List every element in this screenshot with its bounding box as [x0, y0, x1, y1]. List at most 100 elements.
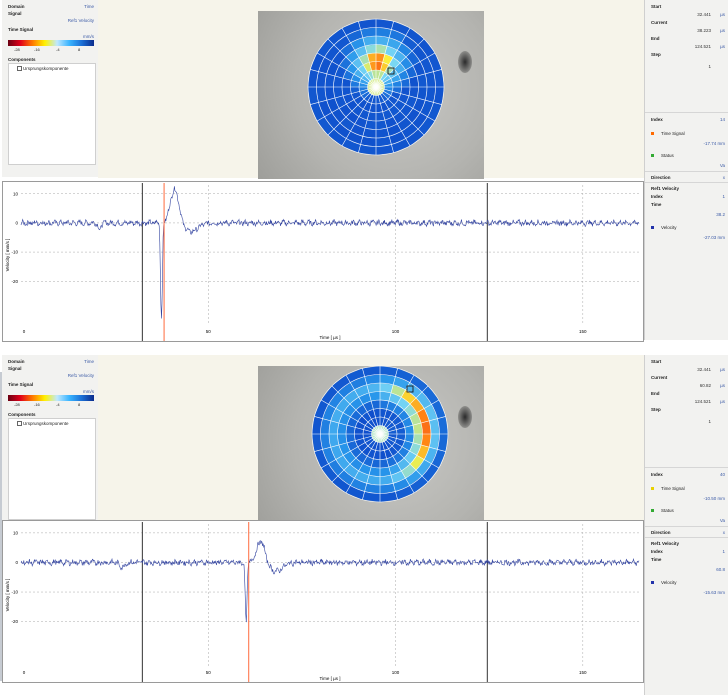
y-tick-label: 0	[15, 560, 18, 565]
selected-point-marker[interactable]	[406, 385, 414, 393]
scan-grid-disc[interactable]	[310, 359, 450, 509]
current-label: Current	[651, 375, 668, 380]
direction-label: Direction	[651, 175, 671, 180]
signal-label: Signal	[8, 366, 22, 371]
scan-grid-lines	[311, 365, 449, 503]
colorbar-unit: mm/s	[83, 34, 94, 39]
end-value[interactable]: 124.521	[694, 44, 711, 49]
velocity-label: Velocity	[661, 225, 677, 230]
step-value[interactable]: 1	[708, 419, 711, 424]
x-tick-label: 100	[392, 329, 400, 334]
status-dot-icon	[651, 154, 654, 157]
colorbar-tick: -16	[34, 47, 40, 52]
velocity-value: -15.63 mm	[703, 590, 725, 595]
end-label: End	[651, 391, 660, 396]
component-item[interactable]: Ursprungskomponente	[17, 66, 69, 72]
y-tick-label: -10	[11, 590, 18, 595]
domain-value[interactable]: Time	[84, 4, 94, 9]
vibrometer-screen: Domain Time Signal Ref1 Velocity Time Sig…	[0, 0, 728, 342]
time-signal-dot-icon	[651, 132, 654, 135]
signal-value[interactable]: Ref1 Velocity	[67, 18, 94, 23]
current-value[interactable]: 60.82	[699, 383, 711, 388]
components-label: Components	[8, 412, 36, 417]
end-label: End	[651, 36, 660, 41]
index-value: 40	[719, 472, 725, 477]
y-axis-label: Velocity [ mm/s ]	[5, 579, 10, 612]
velocity-signal-line	[20, 539, 640, 623]
index2-value: 1	[722, 194, 725, 199]
index2-label: Index	[651, 194, 663, 199]
velocity-dot-icon	[651, 581, 654, 584]
info-panel: Start 32.441 µs Current 60.82 µs End 124.5…	[644, 355, 728, 695]
checkbox-icon[interactable]	[17, 66, 22, 72]
y-tick-label: 10	[13, 530, 19, 535]
selected-point-marker[interactable]	[387, 67, 395, 75]
colorbar-tick: -16	[34, 402, 40, 407]
start-value[interactable]: 32.441	[697, 12, 711, 17]
colorbar-tick: 8	[78, 47, 81, 52]
heatmap-cells	[312, 366, 448, 502]
current-value[interactable]: 38.223	[697, 28, 711, 33]
components-list[interactable]: Ursprungskomponente	[8, 63, 96, 165]
shadow-spot	[458, 51, 472, 73]
x-tick-label: 150	[579, 670, 587, 675]
checkbox-icon[interactable]	[17, 421, 22, 427]
component-label: Ursprungskomponente	[23, 66, 69, 71]
status-label: Status	[661, 508, 674, 513]
velocity-value: -27.03 mm	[703, 235, 725, 240]
end-value[interactable]: 124.521	[694, 399, 711, 404]
y-tick-label: -20	[11, 619, 18, 624]
time-signal-row-label: Time Signal	[661, 486, 685, 491]
components-list[interactable]: Ursprungskomponente	[8, 418, 96, 520]
x-tick-label: 0	[23, 670, 26, 675]
x-tick-label: 50	[206, 670, 212, 675]
colorbar	[8, 40, 94, 46]
current-unit: µs	[720, 28, 725, 33]
velocity-time-plot[interactable]: 10 0 -10 -20 0 50 100 150 Time [ µs ] Velocity [ …	[2, 520, 644, 683]
domain-label: Domain	[8, 359, 25, 364]
direction-value: x	[722, 530, 725, 535]
start-unit: µs	[720, 12, 725, 17]
y-tick-label: -10	[11, 250, 18, 255]
time-signal-value: -10.50 mm	[703, 496, 725, 501]
colorbar-ticks: -28 -16 -4 8	[8, 47, 94, 53]
ref1-velocity-label: Ref1 Velocity	[651, 541, 680, 546]
step-label: Step	[651, 52, 661, 57]
velocity-time-plot[interactable]: 10 0 -10 -20 0 50 100 150 Time [ µs ] Velocity [ …	[2, 181, 644, 342]
settings-panel: Domain Time Signal Ref1 Velocity Time Sig…	[2, 0, 99, 177]
x-axis-label: Time [ µs ]	[320, 676, 341, 681]
velocity-label: Velocity	[661, 580, 677, 585]
index-label: Index	[651, 117, 663, 122]
x-tick-label: 100	[392, 670, 400, 675]
status-value: Va	[719, 518, 725, 523]
scan-grid-disc[interactable]	[306, 12, 446, 162]
start-value[interactable]: 32.441	[697, 367, 711, 372]
ref1-velocity-label: Ref1 Velocity	[651, 186, 680, 191]
colorbar-unit: mm/s	[83, 389, 94, 394]
x-axis-label: Time [ µs ]	[320, 335, 341, 340]
status-value: Va	[719, 163, 725, 168]
time-label: Time	[651, 557, 662, 562]
velocity-dot-icon	[651, 226, 654, 229]
domain-value[interactable]: Time	[84, 359, 94, 364]
divider	[645, 171, 728, 172]
current-label: Current	[651, 20, 668, 25]
x-tick-label: 0	[23, 329, 26, 334]
signal-value[interactable]: Ref1 Velocity	[67, 373, 94, 378]
step-value[interactable]: 1	[708, 64, 711, 69]
divider	[645, 112, 728, 113]
colorbar-tick: 8	[78, 402, 81, 407]
direction-value: x	[722, 175, 725, 180]
end-unit: µs	[720, 399, 725, 404]
info-panel: Start 32.441 µs Current 38.223 µs End 124.…	[644, 0, 728, 340]
time-label: Time	[651, 202, 662, 207]
time-signal-dot-icon	[651, 487, 654, 490]
y-tick-label: -20	[11, 279, 18, 284]
y-tick-label: 0	[15, 220, 18, 225]
component-item[interactable]: Ursprungskomponente	[17, 421, 69, 427]
y-axis-label: Velocity [ mm/s ]	[5, 239, 10, 272]
index2-label: Index	[651, 549, 663, 554]
direction-label: Direction	[651, 530, 671, 535]
start-label: Start	[651, 4, 662, 9]
